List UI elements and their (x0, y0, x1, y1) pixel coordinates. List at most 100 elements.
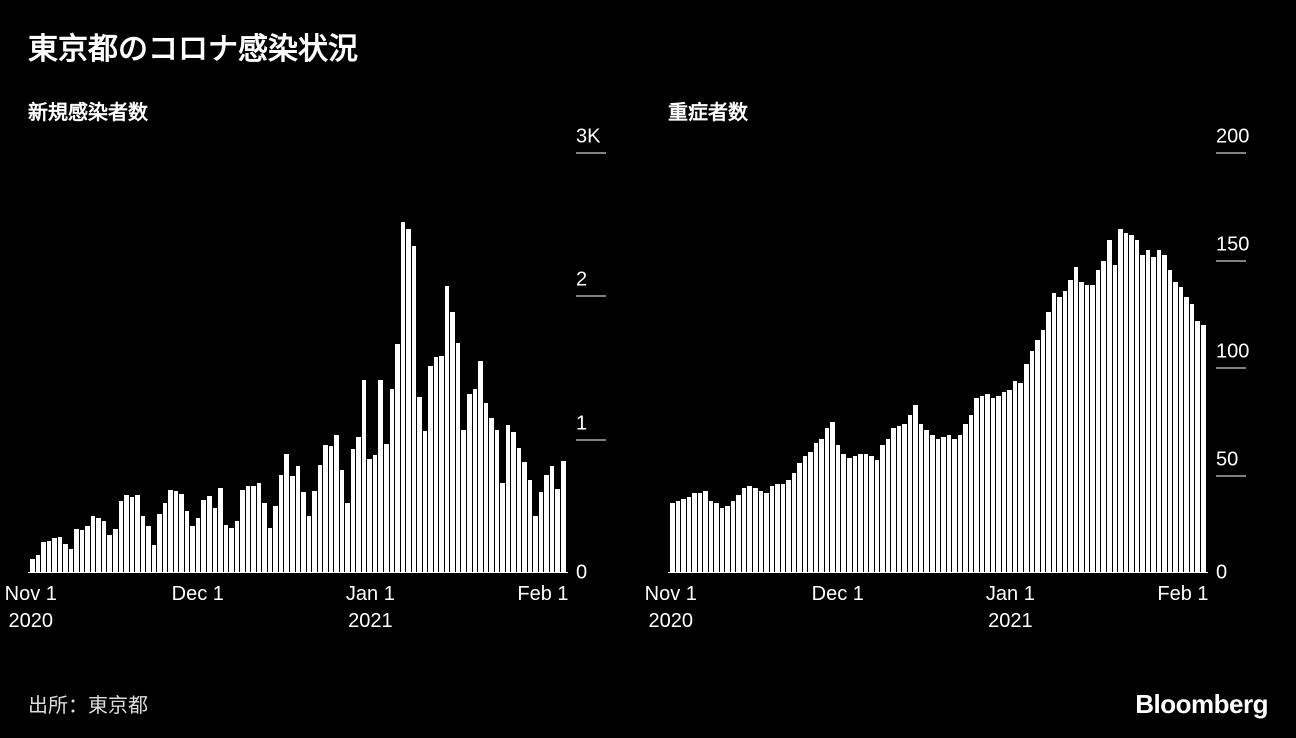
bar (152, 545, 157, 572)
bar (764, 493, 769, 572)
bar (224, 525, 229, 572)
bar (251, 486, 256, 573)
bar (434, 357, 439, 572)
bar (390, 389, 395, 572)
bar (473, 389, 478, 572)
bar (450, 312, 455, 572)
bar (141, 516, 146, 572)
bar (709, 501, 714, 572)
bar (130, 497, 135, 572)
x-axis: Nov 12020Dec 1Jan 12021Feb 1 (28, 581, 628, 653)
bar (356, 437, 361, 572)
bar (742, 488, 747, 572)
bar (1013, 381, 1018, 572)
bar (91, 516, 96, 572)
bar (229, 528, 234, 572)
bar (1079, 282, 1084, 572)
bar (825, 428, 830, 572)
bars-container (28, 143, 568, 573)
bar (947, 435, 952, 572)
bar (174, 491, 179, 572)
x-tick: Feb 1 (1157, 581, 1208, 608)
page-title: 東京都のコロナ感染状況 (28, 24, 1268, 68)
bar (561, 461, 566, 572)
bar (1018, 383, 1023, 572)
bar (1046, 312, 1051, 572)
bar (880, 445, 885, 572)
charts-panel-row: 新規感染者数 0123K Nov 12020Dec 1Jan 12021Feb … (28, 96, 1268, 653)
bar (670, 503, 675, 572)
bar (163, 503, 168, 572)
bar (698, 493, 703, 572)
bar (478, 361, 483, 572)
bar (190, 526, 195, 572)
y-tick: 2 (576, 269, 606, 304)
bar (781, 484, 786, 572)
bar (428, 366, 433, 572)
bar (550, 466, 555, 572)
bar (207, 496, 212, 573)
bar (185, 511, 190, 572)
bar (107, 535, 112, 572)
bar (533, 516, 538, 572)
bar (157, 514, 162, 572)
bar (367, 459, 372, 572)
bar (179, 494, 184, 572)
bar (1035, 340, 1040, 572)
bar (124, 495, 129, 572)
bar (36, 555, 41, 572)
bar (69, 549, 74, 572)
plot-area: 0123K (28, 143, 628, 573)
bar (290, 476, 295, 572)
bar (841, 454, 846, 572)
bar (384, 444, 389, 572)
bar (467, 394, 472, 572)
bar (980, 396, 985, 572)
x-tick: Jan 12021 (346, 581, 395, 635)
bar (279, 475, 284, 572)
bar (786, 480, 791, 572)
bar (913, 405, 918, 572)
bar (974, 398, 979, 572)
bar (412, 246, 417, 572)
bar (329, 446, 334, 572)
bar (886, 439, 891, 572)
bar (323, 445, 328, 572)
bar (797, 463, 802, 572)
bar (1057, 297, 1062, 572)
bar (941, 437, 946, 572)
bar (1140, 255, 1145, 572)
bar (528, 480, 533, 572)
bar (692, 493, 697, 572)
bar (1173, 282, 1178, 572)
bar (517, 448, 522, 572)
bar (1030, 351, 1035, 572)
bar (113, 529, 118, 572)
bar (268, 528, 273, 572)
bar (41, 542, 46, 572)
bar (312, 491, 317, 572)
bar (1190, 304, 1195, 572)
bar (803, 456, 808, 572)
bar (714, 503, 719, 572)
bar (902, 424, 907, 572)
x-tick: Jan 12021 (986, 581, 1035, 635)
bar (731, 501, 736, 572)
source-text: 出所：東京都 (28, 689, 148, 718)
bar (461, 430, 466, 572)
bar (1184, 297, 1189, 572)
bar (47, 541, 52, 572)
bar (506, 425, 511, 572)
bar (345, 503, 350, 572)
x-tick: Dec 1 (172, 581, 224, 608)
bar (340, 470, 345, 572)
x-axis: Nov 12020Dec 1Jan 12021Feb 1 (668, 581, 1268, 653)
bar (703, 491, 708, 573)
bar (373, 455, 378, 572)
bar (257, 483, 262, 572)
bar (853, 456, 858, 572)
bar (301, 492, 306, 572)
y-tick: 100 (1216, 341, 1249, 376)
bar (1162, 255, 1167, 572)
bar (1151, 257, 1156, 572)
